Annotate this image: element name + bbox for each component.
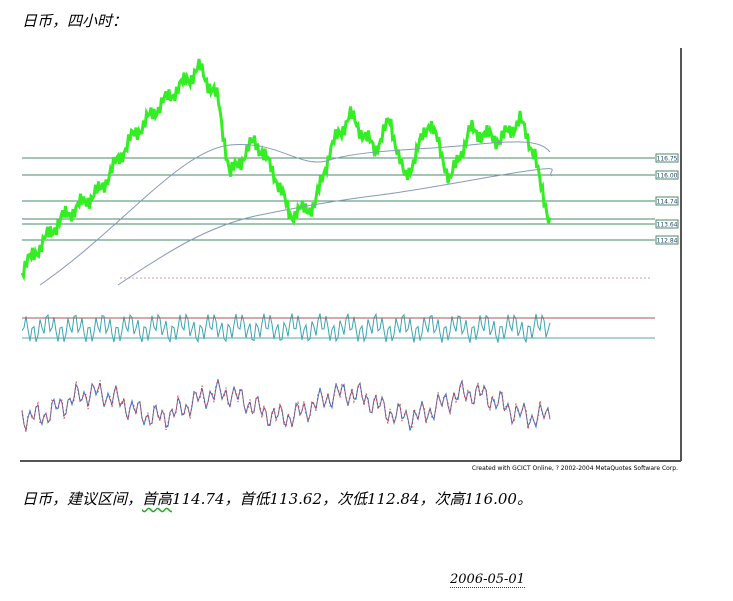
- credit: Created with GCICT Online, ? 2002-2004 M…: [472, 465, 678, 472]
- text: 114.74，首低113.62，次低112.84，次高116.00。: [172, 490, 532, 508]
- level-box: [655, 170, 679, 180]
- indicator-trace: [21, 378, 551, 432]
- level-box: [655, 153, 679, 163]
- date: 2006-05-01: [450, 572, 525, 588]
- text: 首高: [142, 490, 173, 508]
- level-box: [655, 219, 679, 229]
- moving-average: [117, 168, 553, 286]
- level-box: [655, 235, 679, 245]
- level-box: [655, 196, 679, 206]
- moving-average: [39, 141, 551, 286]
- indicator-trace: [21, 379, 551, 433]
- title: 日币，四小时：: [22, 12, 128, 30]
- level-label: 114.74: [657, 199, 678, 206]
- level-label: 116.75: [657, 156, 678, 163]
- price-trace: [20, 58, 552, 282]
- level-label: 112.84: [657, 238, 678, 245]
- body-text: 日币，建议区间，首高114.74，首低113.62，次低112.84，次高116…: [22, 488, 532, 509]
- price-drawing: [20, 58, 553, 433]
- text: 日币，建议区间，: [22, 490, 143, 508]
- oscillator-trace: [21, 312, 551, 344]
- level-label: 116.00: [657, 173, 678, 180]
- level-label: 113.64: [657, 222, 678, 229]
